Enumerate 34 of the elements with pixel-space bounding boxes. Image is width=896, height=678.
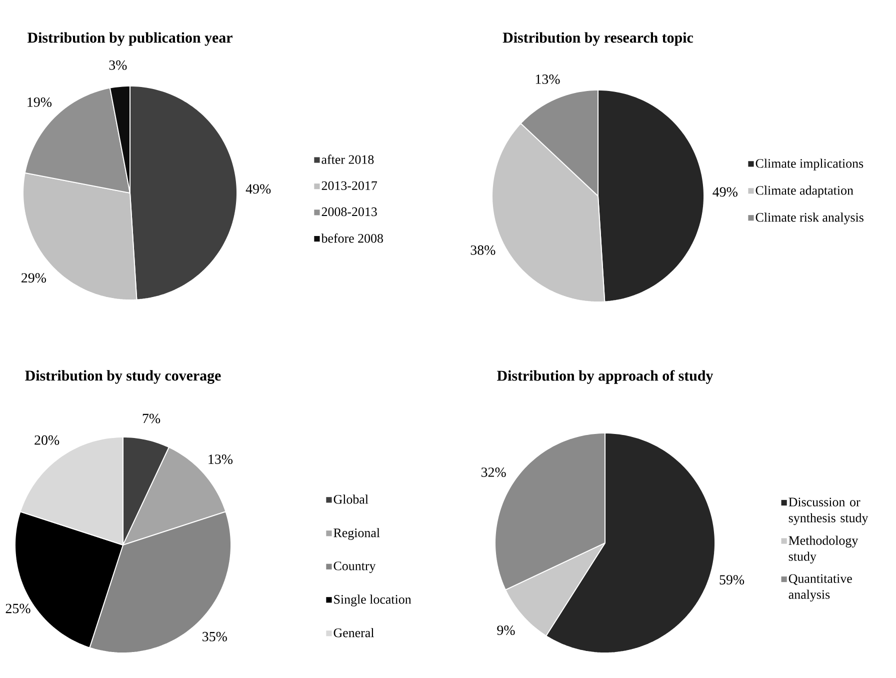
data-label: 29% (22, 273, 46, 283)
legend-label: Discussion or synthesis study (788, 498, 868, 526)
legend-label: after 2018 (322, 154, 374, 164)
data-label: 35% (202, 632, 227, 642)
legend-label: Regional (334, 528, 380, 540)
data-label: 38% (470, 245, 496, 255)
legend-label: Methodology study (788, 536, 858, 564)
data-label: 19% (28, 97, 52, 107)
legend-label: before 2008 (321, 233, 383, 243)
legend-label: 2013-2017 (322, 181, 378, 190)
chart-title: Distribution by research topic (502, 32, 694, 46)
legend-label: Single location (334, 594, 412, 606)
data-label: 25% (6, 604, 30, 614)
data-label: 13% (536, 74, 560, 84)
legend-label: Climate adaptation (756, 186, 854, 198)
chart-title: Distribution by study coverage (25, 370, 221, 384)
chart-title: Distribution by publication year (28, 32, 232, 46)
legend-label: Global (334, 494, 368, 504)
data-label: 3% (109, 60, 127, 70)
data-label: 7% (142, 414, 160, 424)
data-label: 49% (246, 184, 271, 194)
legend-label: 2008-2013 (322, 207, 377, 216)
data-label: 32% (481, 468, 506, 477)
legend-label: Climate implications (756, 158, 864, 170)
chart-title: Distribution by approach of study (497, 370, 714, 384)
data-label: 59% (720, 575, 744, 585)
data-label: 49% (712, 187, 738, 197)
data-label: 9% (497, 626, 515, 636)
data-label: 20% (34, 435, 60, 445)
legend-label: Country (334, 562, 376, 573)
legend-label: General (334, 628, 374, 638)
legend-label: Quantitative analysis (788, 574, 852, 602)
data-label: 13% (208, 454, 233, 464)
legend-label: Climate risk analysis (756, 212, 864, 224)
